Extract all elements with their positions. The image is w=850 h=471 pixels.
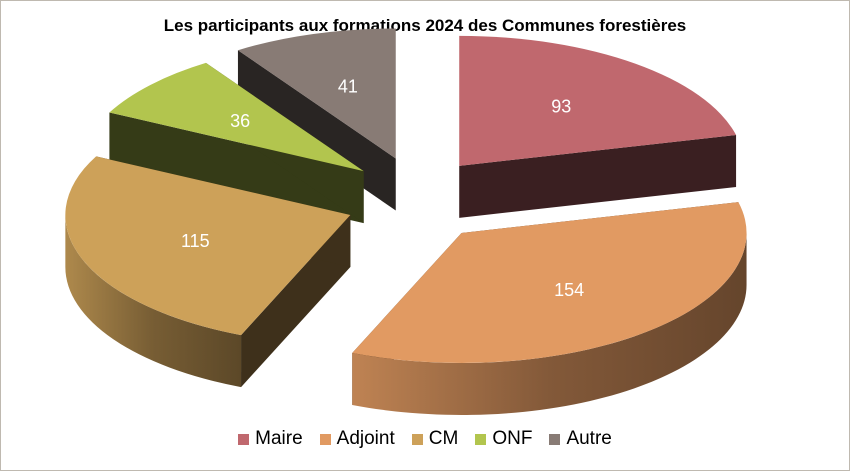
legend-item-adjoint: Adjoint: [319, 428, 395, 450]
pie-slice-top-adjoint: [352, 202, 747, 363]
pie-slice-top-onf: [109, 62, 364, 172]
legend-label-cm: CM: [428, 428, 459, 449]
pie-slice-top-autre: [237, 28, 396, 159]
legend-item-autre: Autre: [549, 428, 612, 450]
legend-label-autre: Autre: [566, 428, 612, 449]
pie-slice-adjoint: [352, 202, 747, 415]
legend-swatch-onf: [475, 433, 487, 445]
pie-slice-wall-onf-0: [109, 112, 364, 224]
data-label-adjoint: 154: [554, 280, 584, 300]
pie-slice-rim-adjoint: [352, 232, 747, 415]
chart-legend: Maire Adjoint CM ONF Autre: [0, 428, 850, 450]
data-label-maire: 93: [551, 97, 571, 117]
chart-title: Les participants aux formations 2024 des…: [163, 16, 687, 35]
pie-slice-cm: [65, 156, 351, 388]
data-label-cm: 115: [181, 231, 210, 251]
legend-swatch-cm: [411, 433, 423, 445]
pie-slice-onf: [109, 62, 364, 224]
data-label-onf: 36: [230, 111, 250, 131]
legend-swatch-adjoint: [319, 433, 331, 445]
pie-slice-top-cm: [65, 156, 351, 336]
legend-item-onf: ONF: [475, 428, 532, 450]
legend-swatch-maire: [238, 433, 250, 445]
legend-swatch-autre: [549, 433, 561, 445]
legend-item-maire: Maire: [238, 428, 303, 450]
legend-item-cm: CM: [411, 428, 459, 450]
pie-slice-rim-cm: [65, 215, 242, 388]
pie-slice-wall-maire-1: [459, 134, 737, 218]
legend-label-maire: Maire: [255, 428, 303, 449]
pie-slice-top-maire: [459, 35, 737, 166]
legend-label-adjoint: Adjoint: [336, 428, 395, 449]
pie-slice-maire: [459, 35, 737, 218]
legend-label-onf: ONF: [492, 428, 533, 449]
data-label-autre: 41: [338, 76, 358, 96]
